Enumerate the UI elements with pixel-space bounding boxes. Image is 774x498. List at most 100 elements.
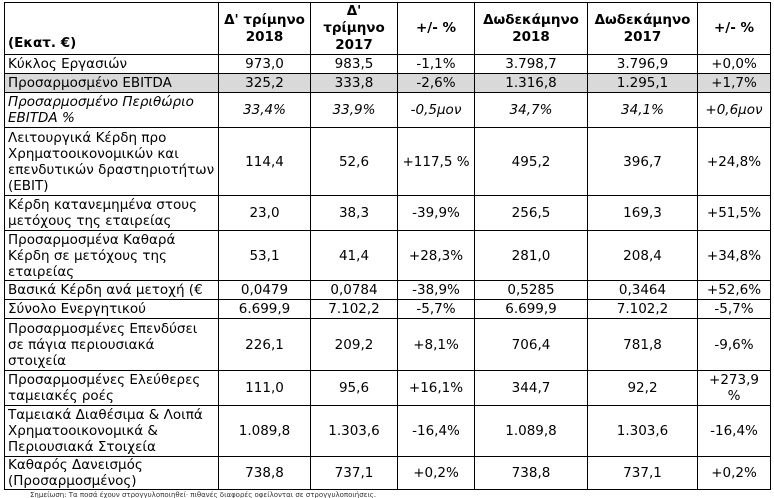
cell-value: +24,8%	[697, 127, 771, 196]
cell-value: 256,5	[474, 195, 588, 231]
row-label: Προσαρμοσμένα Καθαρά Κέρδη σε μετόχους τ…	[4, 230, 219, 281]
cell-value: +0,2%	[697, 456, 771, 490]
row-label: Ταμειακά Διαθέσιμα & Λοιπά Χρηματοοικονο…	[4, 405, 219, 457]
cell-value: 738,8	[218, 456, 311, 490]
footnote: Σημείωση: Τα ποσά έχουν στρογγυλοποιηθεί…	[30, 491, 377, 498]
cell-value: -0,5μον	[397, 92, 475, 128]
cell-value: 34,1%	[587, 92, 698, 128]
cell-value: 52,6	[310, 127, 398, 196]
cell-value: 396,7	[587, 127, 698, 196]
cell-value: +0,2%	[397, 456, 475, 490]
cell-value: +0,6μον	[697, 92, 771, 128]
cell-value: 281,0	[474, 230, 588, 281]
row-label: Βασικά Κέρδη ανά μετοχή (€	[4, 280, 219, 300]
cell-value: 6.699,9	[474, 299, 588, 319]
cell-value: 41,4	[310, 230, 398, 281]
cell-value: +273,9 %	[697, 370, 771, 406]
table-row: Προσαρμοσμένο Περιθώριο EBITDA % 33,4% 33,…	[4, 92, 771, 128]
cell-value: 208,4	[587, 230, 698, 281]
table-row: Ταμειακά Διαθέσιμα & Λοιπά Χρηματοοικονο…	[4, 405, 771, 457]
cell-value: 1.303,6	[587, 405, 698, 457]
cell-value: -1,1%	[397, 54, 475, 74]
cell-value: 0,5285	[474, 280, 588, 300]
cell-value: 706,4	[474, 318, 588, 371]
cell-value: +1,7%	[697, 73, 771, 93]
cell-value: 111,0	[218, 370, 311, 406]
row-label: Προσαρμοσμένο Περιθώριο EBITDA %	[4, 92, 219, 128]
table-row: Κέρδη κατανεμημένα στους μετόχους της ετ…	[4, 195, 771, 231]
row-label: Προσαρμοσμένο EBITDA	[4, 73, 219, 93]
row-label: Κύκλος Εργασιών	[4, 54, 219, 74]
cell-value: 53,1	[218, 230, 311, 281]
cell-value: 38,3	[310, 195, 398, 231]
cell-value: 1.316,8	[474, 73, 588, 93]
table-row: Προσαρμοσμένες Επενδύσει σε πάγια περιου…	[4, 318, 771, 371]
cell-value: 7.102,2	[310, 299, 398, 319]
row-label: Κέρδη κατανεμημένα στους μετόχους της ετ…	[4, 195, 219, 231]
column-header-change-quarter: +/- %	[397, 2, 475, 55]
financial-results-table: (Εκατ. €) Δ' τρίμηνο 2018 Δ' τρίμηνο 201…	[4, 2, 771, 490]
table-body: Κύκλος Εργασιών 973,0 983,5 -1,1% 3.798,7 3.7…	[4, 54, 771, 490]
column-header-fy-2017: Δωδεκάμηνο 2017	[587, 2, 698, 55]
cell-value: 114,4	[218, 127, 311, 196]
cell-value: 1.303,6	[310, 405, 398, 457]
cell-value: +16,1%	[397, 370, 475, 406]
cell-value: 983,5	[310, 54, 398, 74]
cell-value: 226,1	[218, 318, 311, 371]
cell-value: 34,7%	[474, 92, 588, 128]
row-label: Λειτουργικά Κέρδη προ Χρηματοοικονομικών…	[4, 127, 219, 196]
cell-value: 973,0	[218, 54, 311, 74]
cell-value: +51,5%	[697, 195, 771, 231]
cell-value: 6.699,9	[218, 299, 311, 319]
table-row: Προσαρμοσμένες Ελεύθερες ταμειακές ροές 1…	[4, 370, 771, 406]
cell-value: 7.102,2	[587, 299, 698, 319]
table-row: Κύκλος Εργασιών 973,0 983,5 -1,1% 3.798,7 3.7…	[4, 54, 771, 74]
table-row: Προσαρμοσμένα Καθαρά Κέρδη σε μετόχους τ…	[4, 230, 771, 281]
cell-value: 333,8	[310, 73, 398, 93]
cell-value: +0,0%	[697, 54, 771, 74]
row-label: Προσαρμοσμένες Επενδύσει σε πάγια περιου…	[4, 318, 219, 371]
cell-value: 33,4%	[218, 92, 311, 128]
cell-value: 325,2	[218, 73, 311, 93]
cell-value: 209,2	[310, 318, 398, 371]
cell-value: 0,3464	[587, 280, 698, 300]
table-row: Σύνολο Ενεργητικού 6.699,9 7.102,2 -5,7% 6.6…	[4, 299, 771, 319]
row-label: Προσαρμοσμένες Ελεύθερες ταμειακές ροές	[4, 370, 219, 406]
table-row: Λειτουργικά Κέρδη προ Χρηματοοικονομικών…	[4, 127, 771, 196]
header-row: (Εκατ. €) Δ' τρίμηνο 2018 Δ' τρίμηνο 201…	[4, 2, 771, 55]
cell-value: 737,1	[587, 456, 698, 490]
table-row: Βασικά Κέρδη ανά μετοχή (€ 0,0479 0,0784 -3…	[4, 280, 771, 300]
cell-value: +8,1%	[397, 318, 475, 371]
cell-value: 737,1	[310, 456, 398, 490]
cell-value: -9,6%	[697, 318, 771, 371]
cell-value: 344,7	[474, 370, 588, 406]
row-label: Καθαρός Δανεισμός (Προσαρμοσμένος)	[4, 456, 219, 490]
cell-value: +28,3%	[397, 230, 475, 281]
cell-value: 3.798,7	[474, 54, 588, 74]
column-header-change-year: +/- %	[697, 2, 771, 55]
cell-value: 33,9%	[310, 92, 398, 128]
cell-value: 23,0	[218, 195, 311, 231]
column-header-q4-2018: Δ' τρίμηνο 2018	[218, 2, 311, 55]
cell-value: 169,3	[587, 195, 698, 231]
cell-value: 1.089,8	[218, 405, 311, 457]
cell-value: 95,6	[310, 370, 398, 406]
cell-value: -16,4%	[397, 405, 475, 457]
cell-value: 495,2	[474, 127, 588, 196]
row-label: Σύνολο Ενεργητικού	[4, 299, 219, 319]
cell-value: +117,5 %	[397, 127, 475, 196]
cell-value: 0,0784	[310, 280, 398, 300]
cell-value: 0,0479	[218, 280, 311, 300]
cell-value: -16,4%	[697, 405, 771, 457]
table-row: Προσαρμοσμένο EBITDA 325,2 333,8 -2,6% 1.316…	[4, 73, 771, 93]
cell-value: -39,9%	[397, 195, 475, 231]
cell-value: -2,6%	[397, 73, 475, 93]
table-row: Καθαρός Δανεισμός (Προσαρμοσμένος) 738,8 7…	[4, 456, 771, 490]
cell-value: -38,9%	[397, 280, 475, 300]
cell-value: 781,8	[587, 318, 698, 371]
column-header-q4-2017: Δ' τρίμηνο 2017	[310, 2, 398, 55]
cell-value: -5,7%	[697, 299, 771, 319]
cell-value: 1.295,1	[587, 73, 698, 93]
cell-value: -5,7%	[397, 299, 475, 319]
cell-value: 738,8	[474, 456, 588, 490]
